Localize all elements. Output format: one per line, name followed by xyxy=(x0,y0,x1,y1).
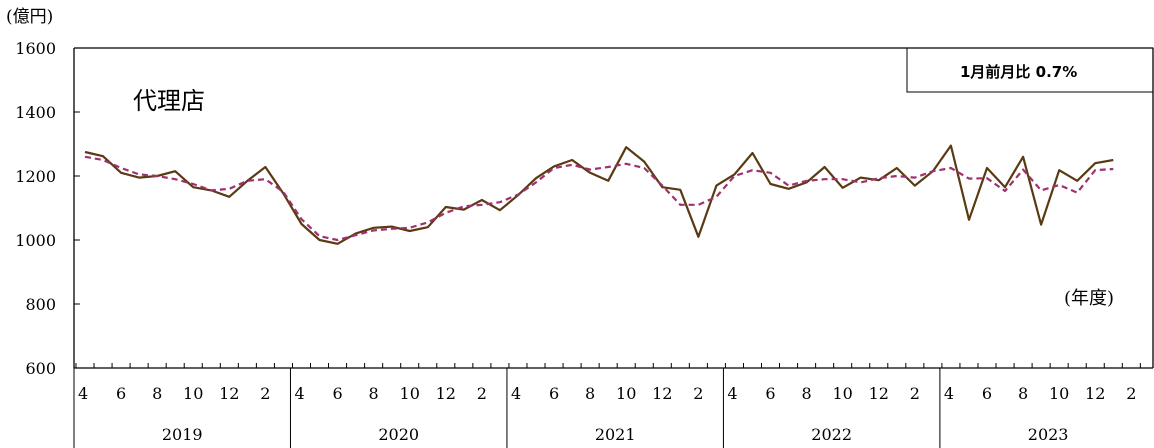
x-year-label: 2020 xyxy=(378,425,419,444)
y-axis-unit: (億円) xyxy=(6,7,53,27)
note-text: 1月前月比 0.7% xyxy=(960,63,1077,81)
x-month-label: 6 xyxy=(549,384,559,403)
y-tick-label: 1200 xyxy=(15,167,56,186)
x-month-label: 8 xyxy=(369,384,379,403)
x-month-label: 12 xyxy=(219,384,239,403)
x-year-label: 2023 xyxy=(1028,425,1069,444)
x-year-label: 2022 xyxy=(811,425,852,444)
x-month-label: 12 xyxy=(436,384,456,403)
y-tick-label: 1000 xyxy=(15,231,56,250)
x-month-label: 4 xyxy=(727,384,737,403)
x-year-label: 2021 xyxy=(595,425,636,444)
x-month-label: 10 xyxy=(400,384,420,403)
x-month-label: 2 xyxy=(477,384,487,403)
x-month-label: 4 xyxy=(78,384,88,403)
x-month-label: 10 xyxy=(616,384,636,403)
x-year-label: 2019 xyxy=(162,425,203,444)
y-tick-label: 800 xyxy=(25,295,56,314)
x-month-label: 2 xyxy=(260,384,270,403)
y-tick-label: 1400 xyxy=(15,103,56,122)
note-box: 1月前月比 0.7% xyxy=(906,47,1154,93)
chart-title: 代理店 xyxy=(133,87,205,115)
x-month-label: 2 xyxy=(693,384,703,403)
y-tick-label: 1600 xyxy=(15,39,56,58)
x-month-label: 12 xyxy=(652,384,672,403)
x-month-label: 2 xyxy=(910,384,920,403)
x-month-label: 2 xyxy=(1126,384,1136,403)
x-month-label: 4 xyxy=(944,384,954,403)
x-month-label: 4 xyxy=(511,384,521,403)
trend-series-line xyxy=(84,155,1114,242)
x-month-label: 8 xyxy=(585,384,595,403)
x-month-label: 10 xyxy=(1049,384,1069,403)
x-month-label: 12 xyxy=(869,384,889,403)
x-month-label: 8 xyxy=(1018,384,1028,403)
x-month-label: 12 xyxy=(1085,384,1105,403)
x-month-label: 6 xyxy=(332,384,342,403)
x-month-label: 6 xyxy=(116,384,126,403)
x-month-label: 10 xyxy=(183,384,203,403)
x-month-label: 8 xyxy=(802,384,812,403)
x-month-label: 6 xyxy=(765,384,775,403)
y-tick-label: 600 xyxy=(25,359,56,378)
x-month-label: 6 xyxy=(982,384,992,403)
main-series-line xyxy=(84,144,1114,245)
x-month-label: 8 xyxy=(152,384,162,403)
x-month-label: 10 xyxy=(833,384,853,403)
x-month-label: 4 xyxy=(294,384,304,403)
x-axis-unit: (年度) xyxy=(1064,288,1114,309)
